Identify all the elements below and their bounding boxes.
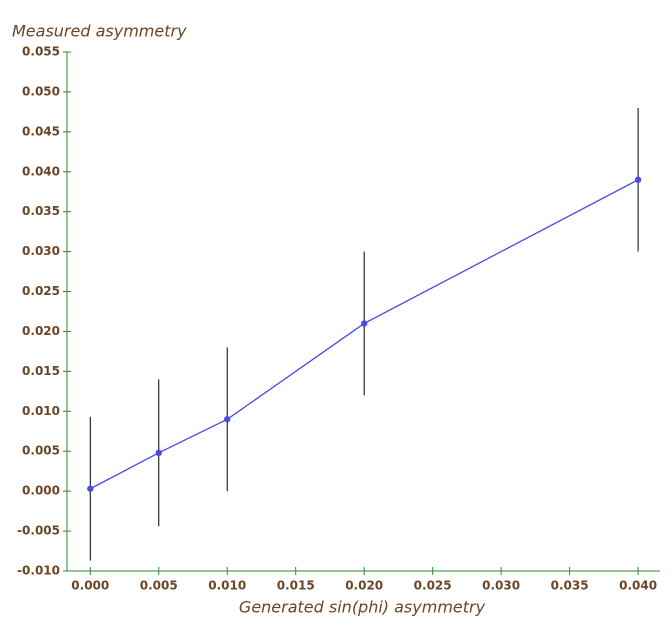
y-tick-label: 0.000 xyxy=(22,484,60,498)
data-point xyxy=(360,320,368,327)
y-tick-label: 0.025 xyxy=(22,284,60,298)
x-tick-label: 0.025 xyxy=(414,579,452,593)
x-tick-label: 0.000 xyxy=(71,579,109,593)
y-tick-label: 0.010 xyxy=(22,404,60,418)
x-tick-label: 0.040 xyxy=(619,579,657,593)
x-tick-label: 0.030 xyxy=(482,579,520,593)
y-tick-label: -0.005 xyxy=(17,524,60,538)
y-tick-label: 0.020 xyxy=(22,324,60,338)
data-point xyxy=(634,176,642,183)
y-axis-title: Measured asymmetry xyxy=(12,22,187,41)
y-tick-label: -0.010 xyxy=(17,564,60,578)
x-tick-label: 0.005 xyxy=(140,579,178,593)
y-tick-label: 0.005 xyxy=(22,444,60,458)
data-point xyxy=(155,449,162,457)
y-tick-label: 0.030 xyxy=(22,244,60,258)
x-axis-title: Generated sin(phi) asymmetry xyxy=(239,598,486,617)
x-tick-label: 0.015 xyxy=(277,579,315,593)
y-tick-label: 0.045 xyxy=(22,124,60,138)
y-tick-label: 0.055 xyxy=(22,45,60,59)
data-point xyxy=(87,485,94,492)
y-tick-label: 0.035 xyxy=(22,204,60,218)
y-tick-label: 0.040 xyxy=(22,164,60,178)
x-tick-label: 0.010 xyxy=(208,579,246,593)
data-point xyxy=(224,416,231,423)
x-tick-label: 0.020 xyxy=(345,579,383,593)
y-tick-label: 0.050 xyxy=(22,84,60,98)
y-tick-label: 0.015 xyxy=(22,364,60,378)
x-tick-label: 0.035 xyxy=(551,579,589,593)
